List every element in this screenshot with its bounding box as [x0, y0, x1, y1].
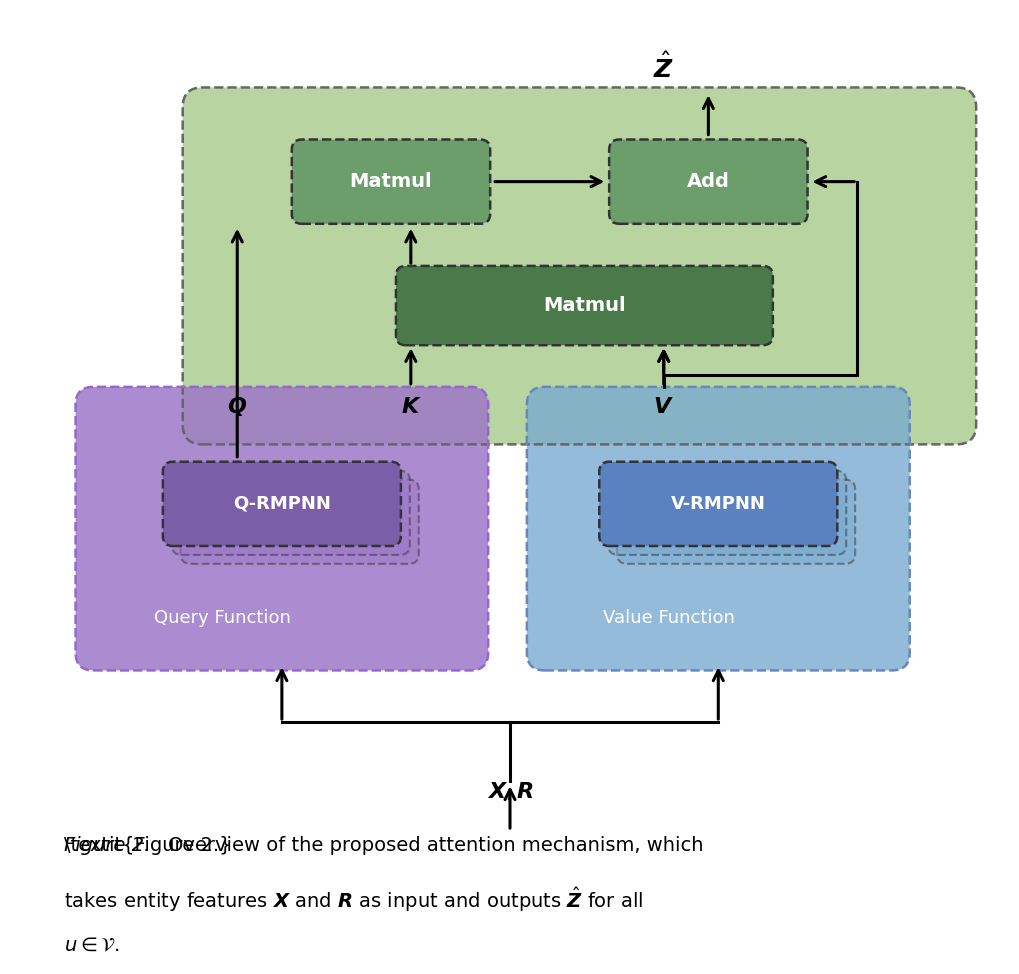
FancyBboxPatch shape: [182, 88, 975, 444]
FancyBboxPatch shape: [75, 387, 488, 670]
Text: takes entity features $\boldsymbol{X}$ and $\boldsymbol{R}$ as input and outputs: takes entity features $\boldsymbol{X}$ a…: [63, 885, 642, 915]
FancyBboxPatch shape: [291, 139, 490, 224]
Text: V-RMPNN: V-RMPNN: [671, 495, 765, 513]
FancyBboxPatch shape: [608, 139, 807, 224]
FancyBboxPatch shape: [180, 479, 419, 564]
FancyBboxPatch shape: [599, 462, 837, 546]
Text: Figure 2.: Figure 2.: [63, 836, 150, 855]
Text: \textit{Figure 2.}: \textit{Figure 2.}: [63, 836, 231, 855]
Text: Matmul: Matmul: [542, 296, 625, 315]
Text: Matmul: Matmul: [350, 172, 432, 191]
FancyBboxPatch shape: [395, 266, 772, 345]
Text: Q-RMPNN: Q-RMPNN: [232, 495, 330, 513]
Text: $\boldsymbol{V}$: $\boldsymbol{V}$: [653, 396, 674, 417]
FancyBboxPatch shape: [163, 462, 400, 546]
Text: Query Function: Query Function: [154, 609, 290, 627]
FancyBboxPatch shape: [616, 479, 854, 564]
Text: Overview of the proposed attention mechanism, which: Overview of the proposed attention mecha…: [168, 836, 703, 855]
Text: $\hat{\boldsymbol{Z}}$: $\hat{\boldsymbol{Z}}$: [652, 53, 674, 83]
FancyBboxPatch shape: [171, 470, 410, 555]
FancyBboxPatch shape: [527, 387, 909, 670]
Text: $\boldsymbol{X}, \boldsymbol{R}$: $\boldsymbol{X}, \boldsymbol{R}$: [486, 780, 533, 803]
FancyBboxPatch shape: [607, 470, 846, 555]
Text: $\boldsymbol{K}$: $\boldsymbol{K}$: [400, 396, 421, 417]
Text: $\boldsymbol{Q}$: $\boldsymbol{Q}$: [227, 395, 247, 418]
Text: Add: Add: [686, 172, 729, 191]
Text: Value Function: Value Function: [602, 609, 734, 627]
Text: $u \in \mathcal{V}$.: $u \in \mathcal{V}$.: [63, 935, 119, 955]
